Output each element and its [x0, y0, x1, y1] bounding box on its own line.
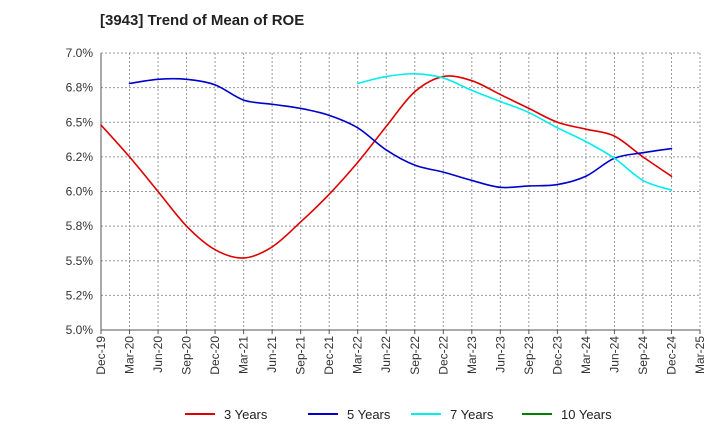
x-tick-label: Dec-24 — [664, 336, 678, 375]
x-tick-label: Mar-20 — [123, 336, 137, 374]
y-tick-label: 6.0% — [66, 185, 94, 199]
x-tick-label: Jun-24 — [607, 336, 621, 373]
x-tick-label: Sep-20 — [180, 336, 194, 375]
x-tick-label: Dec-22 — [436, 336, 450, 375]
y-tick-label: 6.2% — [66, 150, 94, 164]
y-tick-label: 5.2% — [66, 288, 94, 302]
chart-title: [3943] Trend of Mean of ROE — [100, 12, 305, 29]
x-tick-label: Mar-25 — [693, 336, 707, 374]
x-tick-label: Dec-23 — [550, 336, 564, 375]
legend-label-7-years: 7 Years — [450, 407, 494, 422]
legend-label-10-years: 10 Years — [561, 407, 612, 422]
x-tick-label: Sep-24 — [636, 336, 650, 375]
x-tick-label: Mar-24 — [579, 336, 593, 374]
x-tick-label: Mar-23 — [465, 336, 479, 374]
x-tick-label: Dec-20 — [208, 336, 222, 375]
y-tick-label: 5.5% — [66, 254, 94, 268]
series-line-3-years — [100, 75, 673, 259]
x-tick-label: Mar-22 — [351, 336, 365, 374]
x-tick-label: Jun-22 — [379, 336, 393, 373]
series-line-5-years — [128, 77, 673, 189]
legend-label-5-years: 5 Years — [347, 407, 391, 422]
y-tick-label: 7.0% — [66, 46, 94, 60]
series-line-7-years — [356, 72, 673, 191]
x-tick-label: Sep-21 — [294, 336, 308, 375]
legend-label-3-years: 3 Years — [224, 407, 268, 422]
y-tick-label: 6.5% — [66, 115, 94, 129]
y-tick-label: 5.8% — [66, 219, 94, 233]
x-tick-label: Jun-21 — [265, 336, 279, 373]
y-tick-label: 6.8% — [66, 81, 94, 95]
x-tick-label: Dec-19 — [94, 336, 108, 375]
y-tick-label: 5.0% — [66, 323, 94, 337]
x-tick-label: Dec-21 — [322, 336, 336, 375]
x-tick-label: Sep-22 — [408, 336, 422, 375]
x-tick-label: Mar-21 — [237, 336, 251, 374]
plot-area — [101, 53, 700, 330]
x-tick-label: Sep-23 — [522, 336, 536, 375]
x-tick-label: Jun-20 — [151, 336, 165, 373]
x-tick-label: Jun-23 — [493, 336, 507, 373]
